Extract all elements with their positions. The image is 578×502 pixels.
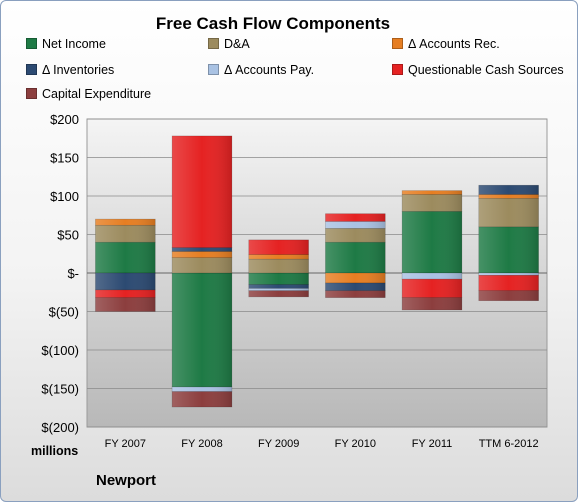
bar-segment-shading bbox=[95, 273, 156, 290]
legend-label: Questionable Cash Sources bbox=[408, 63, 564, 77]
y-tick-label: $150 bbox=[50, 151, 79, 166]
bar-segment-shading bbox=[325, 273, 386, 284]
bar-segment-shading bbox=[95, 225, 156, 243]
x-tick-label: FY 2007 bbox=[105, 438, 146, 450]
bar-segment-shading bbox=[248, 288, 309, 291]
bar-segment-shading bbox=[325, 290, 386, 298]
bar-stacks bbox=[95, 135, 539, 408]
bar-segment-shading bbox=[402, 273, 462, 280]
bar-segment-shading bbox=[402, 194, 462, 212]
x-tick-label: FY 2008 bbox=[181, 438, 222, 450]
bar-segment-shading bbox=[248, 239, 309, 255]
bar-segment-shading bbox=[172, 257, 232, 273]
bar-segment-shading bbox=[325, 228, 386, 243]
bar-segment-shading bbox=[402, 190, 462, 195]
bar-segment-shading bbox=[248, 290, 309, 297]
bar-segment-shading bbox=[172, 273, 232, 387]
legend-label: Δ Inventories bbox=[42, 63, 115, 77]
legend-item-inventories: Δ Inventories bbox=[26, 63, 114, 77]
bar-segment-shading bbox=[478, 275, 539, 291]
x-tick-label: FY 2011 bbox=[412, 438, 453, 450]
bar-segment-shading bbox=[172, 391, 232, 407]
bar-segment-shading bbox=[248, 259, 309, 273]
bar-segment-shading bbox=[478, 185, 539, 195]
legend-swatch bbox=[392, 64, 403, 75]
legend-swatch bbox=[208, 38, 219, 49]
legend-item-capex: Capital Expenditure bbox=[26, 87, 151, 101]
x-tick-label: TTM 6-2012 bbox=[479, 438, 539, 450]
bar-segment-shading bbox=[478, 290, 539, 301]
bar-segment-shading bbox=[478, 194, 539, 199]
legend-swatch bbox=[26, 38, 37, 49]
bar-segment-shading bbox=[248, 284, 309, 289]
y-tick-label: $200 bbox=[50, 112, 79, 127]
legend-item-accounts-pay: Δ Accounts Pay. bbox=[208, 63, 314, 77]
legend-swatch bbox=[26, 64, 37, 75]
bar-segment-shading bbox=[402, 211, 462, 273]
bar-segment-shading bbox=[95, 242, 156, 273]
y-axis-unit-label: millions bbox=[31, 444, 79, 458]
bar-segment-shading bbox=[478, 198, 539, 227]
legend-label: Capital Expenditure bbox=[42, 87, 152, 101]
bar-segment-shading bbox=[95, 297, 156, 312]
legend-item-accounts-rec: Δ Accounts Rec. bbox=[392, 37, 500, 51]
legend-item-net-income: Net Income bbox=[26, 37, 106, 51]
legend-label: Δ Accounts Pay. bbox=[224, 63, 315, 77]
bar-segment-shading bbox=[402, 279, 462, 298]
bar-segment-shading bbox=[325, 242, 386, 273]
grid-lines bbox=[87, 118, 547, 428]
x-tick-label: FY 2010 bbox=[335, 438, 376, 450]
legend-item-questionable-cash: Questionable Cash Sources bbox=[392, 63, 564, 77]
bar-segment-shading bbox=[172, 386, 232, 392]
legend-swatch bbox=[208, 64, 219, 75]
bar-segment-shading bbox=[478, 273, 539, 276]
bar-segment-shading bbox=[248, 254, 309, 260]
bar-segment-shading bbox=[172, 135, 232, 248]
chart-title: Free Cash Flow Components bbox=[155, 14, 391, 33]
y-tick-label: $- bbox=[67, 266, 79, 281]
legend-swatch bbox=[26, 88, 37, 99]
bar-segment-shading bbox=[478, 226, 539, 273]
axis-ticks: $200 $150 $100 $50 $- $(50) $(100) $(150) $(200)… bbox=[41, 112, 538, 450]
bar-segment-shading bbox=[95, 219, 156, 226]
bar-segment-shading bbox=[172, 251, 232, 258]
y-tick-label: $50 bbox=[57, 228, 79, 243]
bar-segment-shading bbox=[325, 213, 386, 222]
y-tick-label: $(100) bbox=[41, 343, 79, 358]
bar-segment-shading bbox=[325, 283, 386, 291]
bar-segment-shading bbox=[325, 221, 386, 229]
bar-segment-shading bbox=[95, 289, 156, 298]
bar-segment-shading bbox=[172, 247, 232, 252]
legend-item-da: D&A bbox=[208, 37, 250, 51]
bar-segment-shading bbox=[248, 273, 309, 285]
y-tick-label: $100 bbox=[50, 189, 79, 204]
legend-swatch bbox=[392, 38, 403, 49]
y-tick-label: $(200) bbox=[41, 420, 79, 435]
company-label: Newport bbox=[96, 472, 156, 489]
x-tick-label: FY 2009 bbox=[258, 438, 299, 450]
bar-segment-shading bbox=[402, 297, 462, 310]
y-tick-label: $(150) bbox=[41, 382, 79, 397]
legend-label: D&A bbox=[224, 37, 250, 51]
legend-label: Δ Accounts Rec. bbox=[408, 37, 500, 51]
y-tick-label: $(50) bbox=[49, 305, 79, 320]
legend-label: Net Income bbox=[42, 37, 106, 51]
